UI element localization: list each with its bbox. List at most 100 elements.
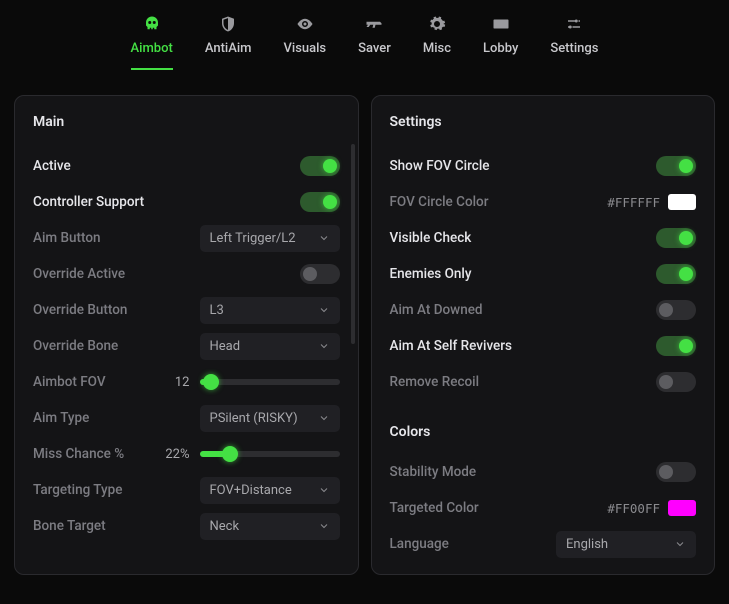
tab-label: Lobby	[483, 41, 518, 56]
toggle[interactable]	[300, 192, 340, 212]
color-picker: #FF00FF	[607, 500, 696, 516]
tab-label: Visuals	[283, 41, 326, 56]
tab-visuals[interactable]: Visuals	[283, 15, 326, 70]
panel-colors-rows: Stability Mode Targeted Color #FF00FF Langu…	[390, 454, 697, 562]
panel-main-title: Main	[33, 114, 340, 130]
tab-misc[interactable]: Misc	[423, 15, 451, 70]
chevron-down-icon	[318, 232, 330, 244]
setting-row: Active	[33, 148, 340, 184]
select[interactable]: Head	[200, 333, 340, 360]
panels: Main Active Controller Support Aim ButtonL…	[0, 70, 729, 575]
select[interactable]: Left Trigger/L2	[200, 225, 340, 252]
setting-row: Miss Chance % 22%	[33, 436, 340, 472]
toggle[interactable]	[656, 462, 696, 482]
slider-wrap: 22%	[162, 447, 340, 462]
select-value: FOV+Distance	[210, 483, 292, 498]
row-label: Show FOV Circle	[390, 158, 647, 174]
toggle[interactable]	[300, 156, 340, 176]
toggle[interactable]	[656, 264, 696, 284]
tab-saver[interactable]: Saver	[358, 15, 391, 70]
select[interactable]: FOV+Distance	[200, 477, 340, 504]
tab-label: AntiAim	[205, 41, 252, 56]
select[interactable]: L3	[200, 297, 340, 324]
setting-row: Stability Mode	[390, 454, 697, 490]
chevron-down-icon	[318, 340, 330, 352]
chevron-down-icon	[318, 412, 330, 424]
setting-row: Aimbot FOV 12	[33, 364, 340, 400]
toggle[interactable]	[656, 300, 696, 320]
row-label: Remove Recoil	[390, 374, 647, 390]
chevron-down-icon	[318, 520, 330, 532]
scrollbar[interactable]	[351, 144, 355, 344]
select-value: Left Trigger/L2	[210, 231, 296, 246]
keyboard-icon	[492, 15, 510, 33]
select[interactable]: PSilent (RISKY)	[200, 405, 340, 432]
panel-settings: Settings Show FOV Circle FOV Circle Color…	[371, 95, 716, 575]
gun-icon	[365, 15, 383, 33]
setting-row: Controller Support	[33, 184, 340, 220]
slider-value: 22%	[162, 447, 190, 462]
setting-row: Targeted Color #FF00FF	[390, 490, 697, 526]
select-value: L3	[210, 303, 224, 318]
hex-value: #FFFFFF	[607, 195, 660, 210]
select-value: Head	[210, 339, 241, 354]
setting-row: Override BoneHead	[33, 328, 340, 364]
row-label: Bone Target	[33, 518, 190, 534]
tab-label: Saver	[358, 41, 391, 56]
color-swatch[interactable]	[668, 194, 696, 210]
toggle[interactable]	[656, 228, 696, 248]
toggle[interactable]	[656, 336, 696, 356]
skull-icon	[143, 15, 161, 33]
setting-row: Aim ButtonLeft Trigger/L2	[33, 220, 340, 256]
setting-row: Enemies Only	[390, 256, 697, 292]
setting-row: Aim At Self Revivers	[390, 328, 697, 364]
eye-icon	[296, 15, 314, 33]
shield-icon	[219, 15, 237, 33]
tab-antiaim[interactable]: AntiAim	[205, 15, 252, 70]
setting-row: Aim At Downed	[390, 292, 697, 328]
slider[interactable]	[200, 451, 340, 457]
sliders-icon	[565, 15, 583, 33]
setting-row: Aim TypePSilent (RISKY)	[33, 400, 340, 436]
row-label: Aimbot FOV	[33, 374, 152, 390]
chevron-down-icon	[674, 538, 686, 550]
row-label: Targeted Color	[390, 500, 598, 516]
section-colors-title: Colors	[390, 424, 697, 440]
hex-value: #FF00FF	[607, 501, 660, 516]
gear-icon	[428, 15, 446, 33]
tab-label: Misc	[423, 41, 451, 56]
row-label: Targeting Type	[33, 482, 190, 498]
panel-main-rows: Active Controller Support Aim ButtonLeft T…	[33, 148, 340, 544]
setting-row: Override ButtonL3	[33, 292, 340, 328]
row-label: Active	[33, 158, 290, 174]
slider[interactable]	[200, 379, 340, 385]
select[interactable]: English	[556, 531, 696, 558]
row-label: Miss Chance %	[33, 446, 152, 462]
setting-row: Visible Check	[390, 220, 697, 256]
toggle[interactable]	[656, 156, 696, 176]
tab-lobby[interactable]: Lobby	[483, 15, 518, 70]
row-label: Enemies Only	[390, 266, 647, 282]
setting-row: Remove Recoil	[390, 364, 697, 400]
select-value: PSilent (RISKY)	[210, 411, 298, 426]
panel-settings-title: Settings	[390, 114, 697, 130]
row-label: FOV Circle Color	[390, 194, 598, 210]
select-value: Neck	[210, 519, 240, 534]
row-label: Controller Support	[33, 194, 290, 210]
row-label: Language	[390, 536, 547, 552]
tab-settings[interactable]: Settings	[550, 15, 598, 70]
color-picker: #FFFFFF	[607, 194, 696, 210]
toggle[interactable]	[300, 264, 340, 284]
tab-label: Settings	[550, 41, 598, 56]
select[interactable]: Neck	[200, 513, 340, 540]
tab-aimbot[interactable]: Aimbot	[131, 15, 173, 70]
color-swatch[interactable]	[668, 500, 696, 516]
slider-value: 12	[162, 375, 190, 390]
row-label: Visible Check	[390, 230, 647, 246]
row-label: Override Active	[33, 266, 290, 282]
setting-row: Bone Target Neck	[33, 508, 340, 544]
slider-wrap: 12	[162, 375, 340, 390]
chevron-down-icon	[318, 304, 330, 316]
select-value: English	[566, 537, 608, 552]
toggle[interactable]	[656, 372, 696, 392]
